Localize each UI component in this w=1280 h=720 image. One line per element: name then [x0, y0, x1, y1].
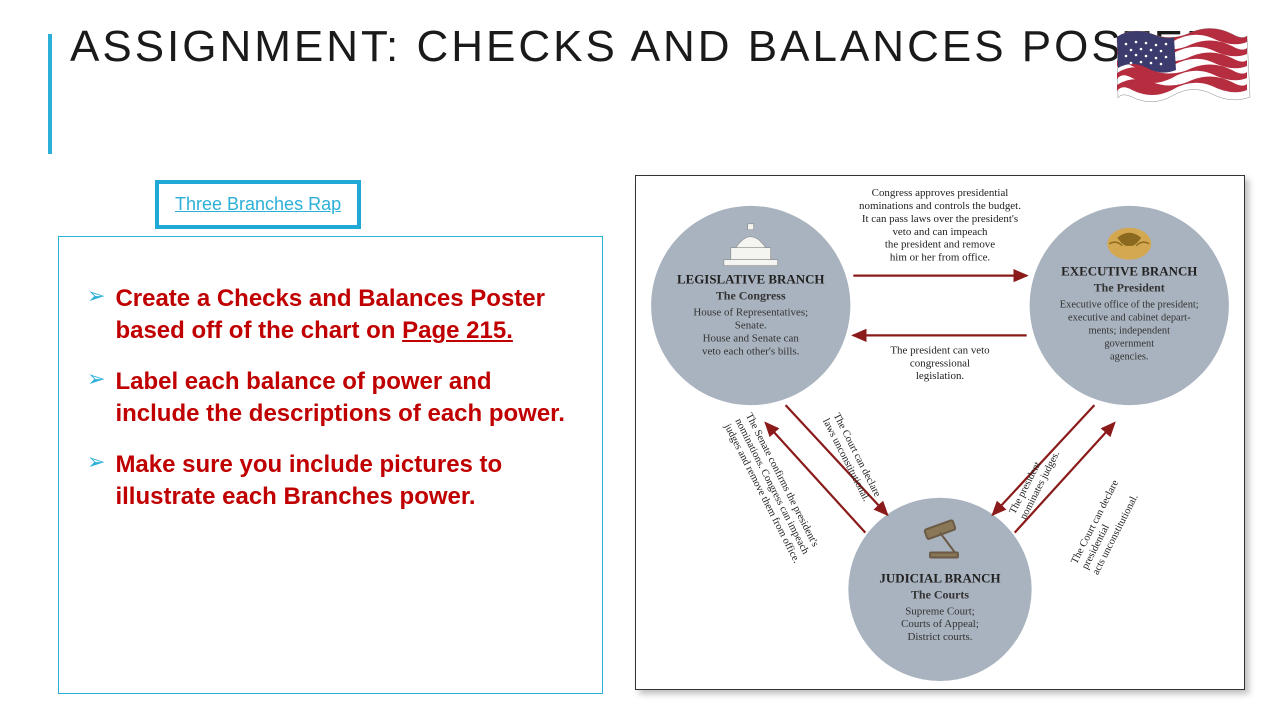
svg-text:House of Representatives;: House of Representatives; [693, 306, 808, 318]
page-title: ASSIGNMENT: CHECKS AND BALANCES POSTER [70, 22, 1221, 72]
bullet-text: Label each balance of power and include … [115, 366, 574, 431]
svg-text:legislation.: legislation. [916, 370, 965, 382]
legislative-title: LEGISLATIVE BRANCH [677, 272, 825, 287]
title-bar: ASSIGNMENT: CHECKS AND BALANCES POSTER [48, 22, 1221, 154]
bullet-item: ➢ Make sure you include pictures to illu… [87, 449, 574, 514]
svg-text:Senate.: Senate. [735, 319, 767, 331]
resource-link-box: Three Branches Rap [155, 180, 361, 229]
us-flag-icon [1112, 22, 1252, 117]
bullet-text: Create a Checks and Balances Poster base… [115, 283, 574, 348]
bullet-item: ➢ Label each balance of power and includ… [87, 366, 574, 431]
svg-text:government: government [1104, 338, 1154, 349]
checks-balances-diagram: LEGISLATIVE BRANCH The Congress House of… [635, 175, 1245, 690]
executive-subtitle: The President [1094, 281, 1165, 295]
bullet-text: Make sure you include pictures to illust… [115, 449, 574, 514]
judicial-title: JUDICIAL BRANCH [879, 570, 1000, 585]
executive-title: EXECUTIVE BRANCH [1061, 264, 1197, 279]
arrow [993, 405, 1095, 515]
svg-text:Congress approves presidential: Congress approves presidential [872, 187, 1009, 199]
svg-text:nominations. Congress can impe: nominations. Congress can impeach [732, 417, 811, 557]
svg-text:executive and cabinet depart-: executive and cabinet depart- [1068, 312, 1191, 323]
svg-text:ments; independent: ments; independent [1089, 325, 1171, 336]
instructions-panel: ➢ Create a Checks and Balances Poster ba… [58, 236, 603, 694]
svg-text:Supreme Court;: Supreme Court; [905, 605, 975, 617]
svg-text:District courts.: District courts. [907, 631, 972, 643]
svg-text:Executive office of the presid: Executive office of the president; [1060, 299, 1199, 310]
eagle-seal-icon [1107, 228, 1151, 260]
svg-text:the president and remove: the president and remove [885, 239, 995, 251]
bullet-arrow-icon: ➢ [87, 283, 105, 309]
judicial-subtitle: The Courts [911, 587, 969, 601]
three-branches-rap-link[interactable]: Three Branches Rap [175, 194, 341, 214]
svg-text:The president can veto: The president can veto [890, 344, 990, 356]
svg-text:him or her from office.: him or her from office. [890, 252, 991, 264]
svg-text:veto each other's bills.: veto each other's bills. [702, 345, 800, 357]
svg-text:Courts of Appeal;: Courts of Appeal; [901, 618, 979, 630]
svg-text:It can pass laws over the pres: It can pass laws over the president's [862, 213, 1018, 225]
svg-text:nominations and controls the b: nominations and controls the budget. [859, 200, 1021, 212]
svg-text:congressional: congressional [910, 357, 970, 369]
bullet-item: ➢ Create a Checks and Balances Poster ba… [87, 283, 574, 348]
svg-text:House and Senate can: House and Senate can [703, 332, 800, 344]
svg-text:agencies.: agencies. [1110, 351, 1149, 362]
accent-bar [48, 34, 52, 154]
bullet-arrow-icon: ➢ [87, 366, 105, 392]
legislative-subtitle: The Congress [716, 289, 786, 303]
bullet-arrow-icon: ➢ [87, 449, 105, 475]
svg-text:veto and can impeach: veto and can impeach [892, 226, 988, 238]
